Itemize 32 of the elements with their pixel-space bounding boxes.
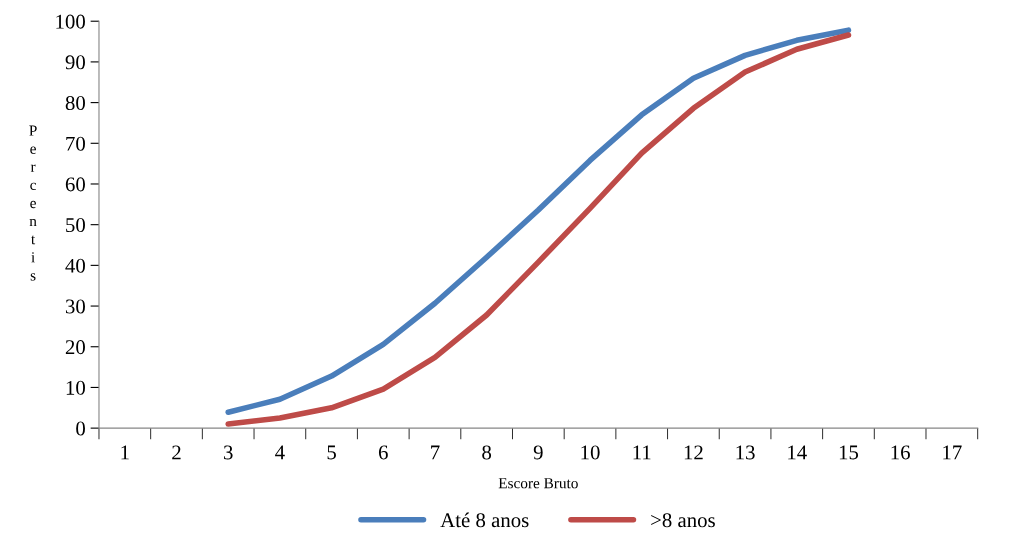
y-tick-label: 40 [65, 258, 85, 273]
y-tick-label: 100 [56, 14, 85, 29]
y-tick-label: 20 [65, 340, 85, 355]
legend-label: Até 8 anos [440, 512, 529, 528]
y-tick-label: 30 [65, 299, 85, 314]
text: Percentis [29, 125, 37, 281]
y-tick-label: 10 [66, 380, 85, 395]
y-tick-label: 70 [66, 136, 85, 151]
x-tick-label: 16 [891, 445, 910, 460]
x-tick-label: 14 [788, 445, 807, 460]
x-tick-label: 2 [172, 445, 181, 460]
x-tick-label: 6 [378, 445, 388, 460]
x-tick-label: 11 [633, 445, 651, 460]
x-tick-label: 10 [581, 445, 600, 460]
x-tick-label: 8 [482, 445, 492, 460]
y-tick-label: 60 [65, 177, 85, 192]
legend-label: >8 anos [651, 513, 715, 528]
x-tick-label: 1 [121, 445, 129, 460]
x-tick-label: 9 [533, 445, 543, 460]
x-tick-label: 7 [431, 445, 440, 460]
y-tick-label: 80 [65, 95, 85, 111]
x-tick-label: 12 [684, 445, 703, 460]
x-tick-label: 4 [275, 445, 285, 460]
y-tick-label: 90 [65, 55, 85, 70]
x-tick-label: 3 [223, 445, 233, 460]
x-tick-label: 15 [839, 445, 859, 460]
x-tick-label: 17 [943, 445, 962, 460]
y-tick-label: 0 [76, 421, 85, 436]
y-tick-label: 50 [66, 218, 85, 233]
x-tick-label: 5 [327, 445, 336, 460]
x-axis-title: Escore Bruto [498, 478, 578, 489]
x-tick-label: 13 [736, 445, 755, 460]
